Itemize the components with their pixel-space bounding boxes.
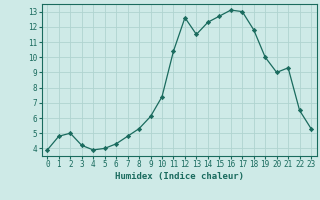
X-axis label: Humidex (Indice chaleur): Humidex (Indice chaleur) xyxy=(115,172,244,181)
